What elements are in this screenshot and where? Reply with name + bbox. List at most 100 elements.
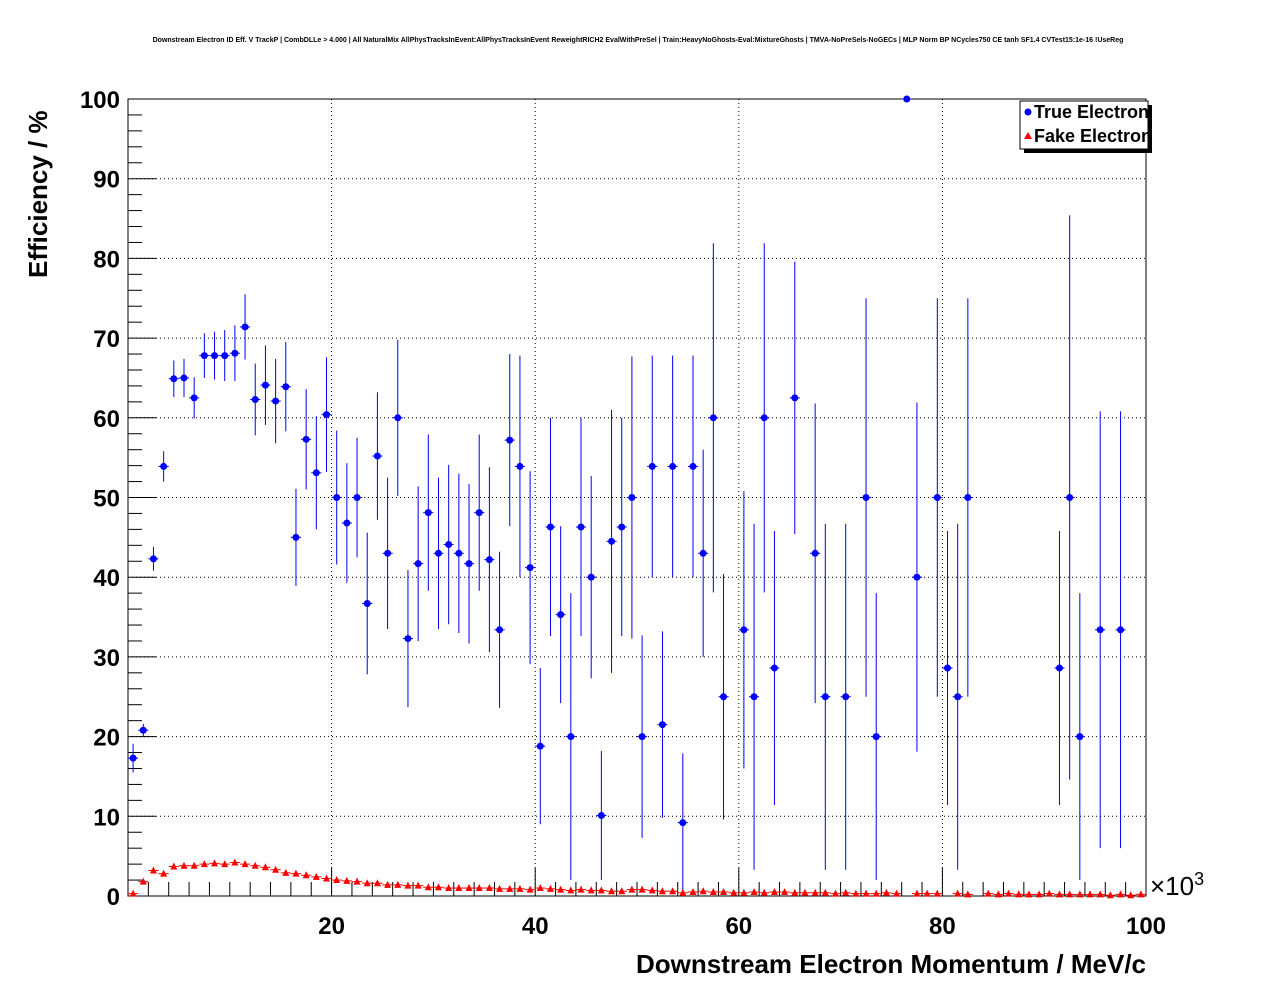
data-point: [862, 889, 870, 897]
data-point: [129, 889, 137, 897]
legend-marker-true-electron: [1024, 108, 1032, 116]
legend-marker-fake-electron: [1024, 132, 1032, 139]
data-point: [455, 549, 463, 557]
data-point: [180, 861, 188, 869]
data-point: [608, 537, 616, 545]
data-point: [149, 866, 157, 874]
data-point: [139, 726, 147, 734]
data-point: [475, 884, 483, 892]
data-point: [567, 886, 575, 894]
data-point: [587, 886, 595, 894]
data-point: [801, 888, 809, 896]
data-point: [455, 884, 463, 892]
data-point: [384, 880, 392, 888]
axes-layer: 20 40 60 80 100 0 10 20 30 40 50 60 70 80 90 100: [80, 87, 1166, 940]
data-point: [251, 395, 259, 403]
data-point: [343, 876, 351, 884]
y-tick-label: 60: [93, 406, 120, 433]
data-point: [750, 693, 758, 701]
data-point: [333, 876, 341, 884]
data-point: [964, 890, 972, 898]
data-point: [221, 860, 229, 868]
data-point: [180, 374, 188, 382]
data-point: [1005, 889, 1013, 897]
series-fake-electron: [128, 858, 1146, 899]
data-point: [618, 887, 626, 895]
data-point: [261, 863, 269, 871]
data-point: [536, 884, 544, 892]
data-point: [699, 549, 707, 557]
data-point: [832, 889, 840, 897]
data-point: [760, 414, 768, 422]
data-point: [689, 462, 697, 470]
data-point: [1086, 890, 1094, 898]
data-point: [496, 626, 504, 634]
data-point: [424, 883, 432, 891]
data-point: [872, 733, 880, 741]
data-point: [292, 533, 300, 541]
series-layer: [128, 95, 1146, 899]
data-point: [933, 494, 941, 501]
data-point: [272, 397, 280, 405]
data-point: [475, 509, 483, 517]
data-point: [434, 549, 442, 557]
data-point: [414, 560, 422, 568]
x-multiplier-base: ×10: [1150, 871, 1194, 901]
data-point: [516, 884, 524, 892]
data-point: [679, 888, 687, 896]
data-point: [699, 887, 707, 895]
x-axis-multiplier: ×103: [1150, 869, 1204, 901]
data-point: [1066, 494, 1074, 501]
data-point: [526, 885, 534, 893]
data-point: [1096, 626, 1104, 634]
data-point: [211, 859, 219, 867]
data-point: [241, 860, 249, 868]
data-point: [363, 600, 371, 608]
y-tick-label: 0: [107, 884, 120, 911]
data-point: [557, 611, 565, 619]
x-tick-label: 20: [318, 913, 345, 940]
data-point: [231, 349, 239, 357]
data-point: [1055, 664, 1063, 672]
data-point: [750, 888, 758, 896]
data-point: [200, 352, 208, 360]
y-tick-label: 20: [93, 725, 120, 752]
data-point: [445, 884, 453, 892]
data-point: [862, 494, 870, 501]
y-tick-label: 50: [93, 486, 120, 513]
data-point: [943, 664, 951, 672]
data-point: [211, 352, 219, 360]
data-point: [1045, 889, 1053, 897]
data-point: [139, 877, 147, 885]
data-point: [241, 323, 249, 331]
data-point: [821, 693, 829, 701]
data-point: [638, 733, 646, 741]
data-point: [587, 573, 595, 581]
data-point: [842, 693, 850, 701]
data-point: [760, 888, 768, 896]
data-point: [1025, 890, 1033, 898]
x-tick-label: 60: [725, 913, 752, 940]
data-point: [170, 862, 178, 870]
y-tick-label: 90: [93, 167, 120, 194]
data-point: [923, 889, 931, 897]
data-point: [1055, 890, 1063, 898]
data-point: [546, 523, 554, 531]
data-point: [811, 888, 819, 896]
data-point: [272, 865, 280, 873]
data-point: [730, 888, 738, 896]
data-point: [984, 889, 992, 897]
data-point: [384, 549, 392, 557]
data-point: [434, 883, 442, 891]
data-point: [872, 889, 880, 897]
data-point: [363, 879, 371, 887]
data-point: [373, 879, 381, 887]
data-point: [658, 887, 666, 895]
data-point: [791, 394, 799, 402]
data-point: [200, 860, 208, 868]
data-point: [821, 888, 829, 896]
data-point: [893, 889, 901, 897]
y-tick-label: 100: [80, 87, 120, 114]
data-point: [485, 884, 493, 892]
